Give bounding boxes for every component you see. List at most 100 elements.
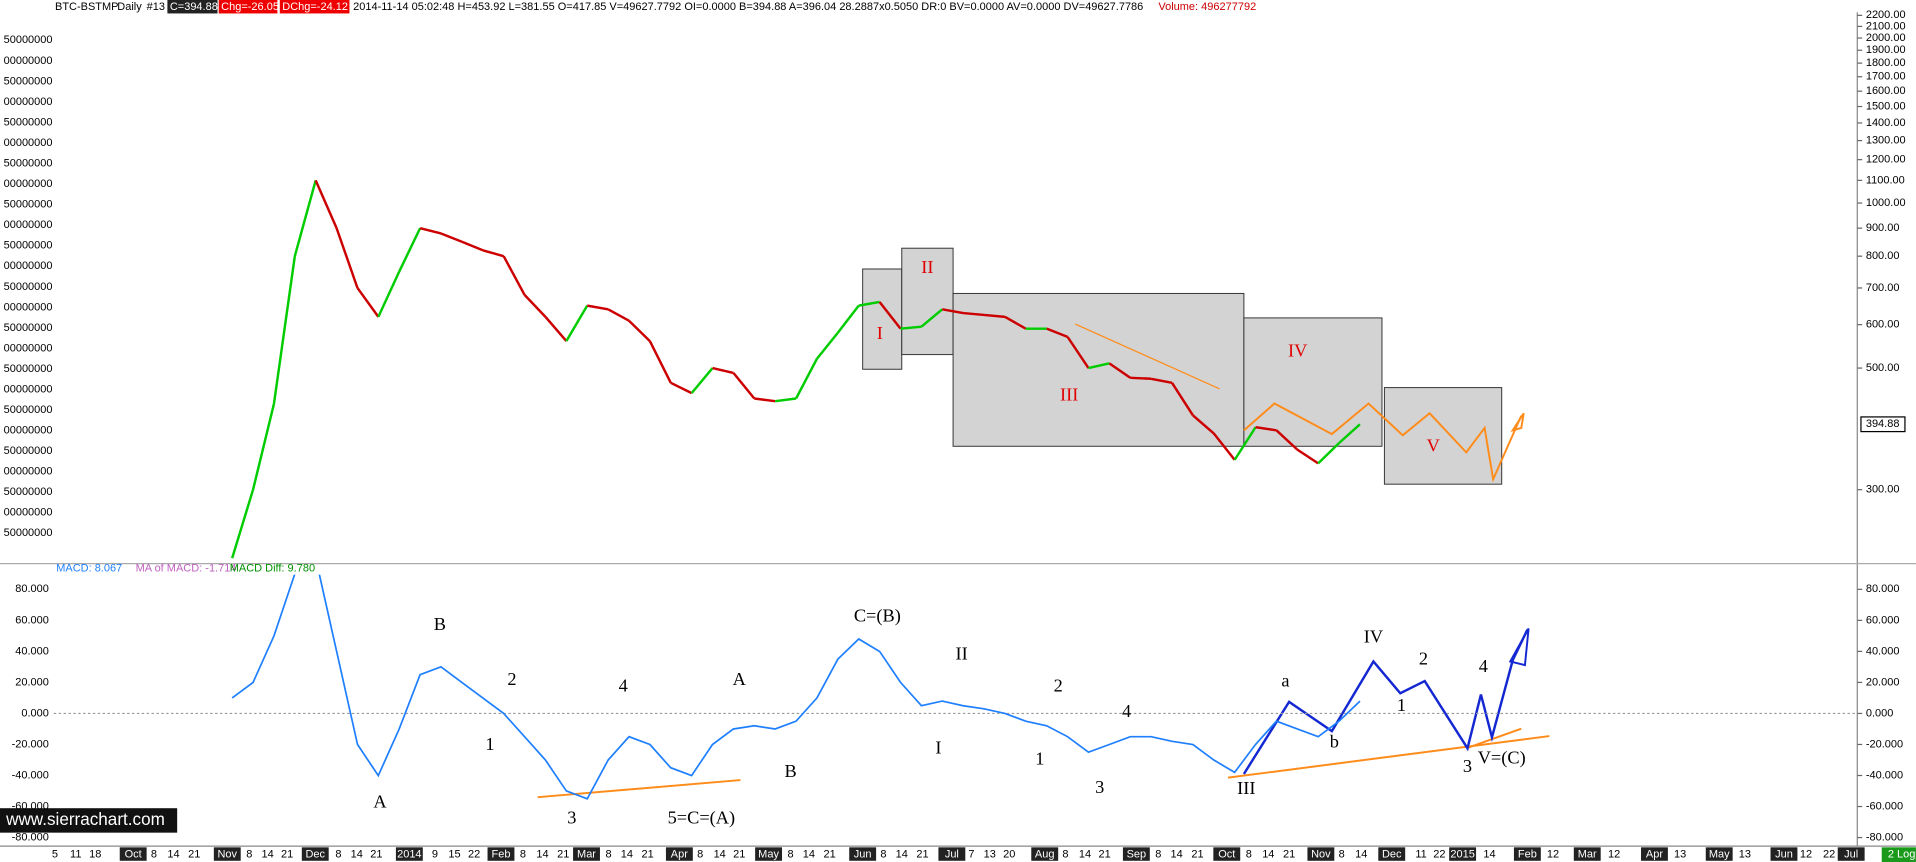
close: C=394.88 [170,1,218,13]
price-segment [1338,423,1361,444]
price-series [230,179,1361,559]
y-tick-label-left: 60.000 [15,614,49,626]
trend-line [1227,735,1550,779]
wave-label: 2 [507,669,516,689]
x-tick-label: Aug [1035,849,1055,861]
x-tick-label: 13 [1674,849,1686,861]
price-segment [1130,376,1152,381]
y-tick-label: 20.000 [1866,676,1900,688]
price-segment [628,319,651,342]
y-tick-label: -60.000 [1866,800,1903,812]
daily-change: DChg=-24.12 [282,1,348,13]
price-segment [565,304,589,342]
wave-box [1243,317,1383,447]
price-segment [1233,426,1257,461]
x-tick-label: 8 [880,849,886,861]
x-tick-label: 2014 [397,849,421,861]
wave-box [952,292,1245,447]
y-tick-label: 2200.00 [1866,9,1906,21]
x-label-box [1705,847,1733,861]
wave-label: 1 [485,734,494,754]
y-tick-label: 60.000 [1866,614,1900,626]
x-tick-label: 14 [1171,849,1183,861]
x-tick-label: 14 [896,849,908,861]
x-label-box [213,847,241,861]
x-tick-label: 8 [151,849,157,861]
volume-tick-label: 50000000 [4,158,53,170]
x-tick-label: Oct [125,849,142,861]
price-segment [230,489,255,559]
x-label-box [1513,847,1541,861]
x-label-box [1122,847,1150,861]
price-segment [251,403,276,490]
x-tick-label: 12 [1800,849,1812,861]
x-tick-label: 14 [167,849,179,861]
wave-label: 3 [1095,777,1104,797]
price-segment [858,300,880,307]
price-segment [690,367,714,394]
volume-tick-label: 00000000 [4,507,53,519]
y-tick-label: 600.00 [1866,319,1900,331]
x-tick-label: Sep [1127,849,1147,861]
y-tick-label: 2000.00 [1866,32,1906,44]
x-tick-label: 22 [1823,849,1835,861]
x-tick-label: 14 [803,849,815,861]
wave-box [1383,387,1503,485]
x-tick-label: Feb [491,849,510,861]
price-segment [419,226,442,235]
x-tick-label: 21 [557,849,569,861]
x-tick-label: 13 [1739,849,1751,861]
price-segment [920,308,944,328]
x-tick-label: Jun [1775,849,1793,861]
x-tick-label: 12 [1547,849,1559,861]
x-label-box [119,847,147,861]
price-segment [878,301,902,330]
x-label-box [1307,847,1335,861]
y-tick-label: -40.000 [1866,769,1903,781]
wave-label: 1 [1397,695,1406,715]
y-tick-label: 1700.00 [1866,71,1906,83]
price-segment [1192,414,1215,435]
x-label-box [1213,847,1241,861]
price-segment [775,397,797,403]
x-tick-label: 5 [52,849,58,861]
x-label-box [1770,847,1798,861]
wave-label: 3 [567,807,576,827]
price-segment [648,340,672,384]
price-segment [1066,336,1090,369]
chg-box [218,0,278,14]
wave-label: I [877,323,883,343]
details: 2014-11-14 05:02:48 H=453.92 L=381.55 O=… [353,1,1143,13]
chart-id: #13 [147,1,165,13]
wave-box [862,268,903,370]
x-tick-label: 14 [351,849,363,861]
price-segment [1004,315,1027,330]
volume-tick-label: 50000000 [4,281,53,293]
wave-label: 5=C=(A) [668,807,735,828]
volume-tick-label: 00000000 [4,466,53,478]
scale-box [1881,847,1916,862]
x-label-box [755,847,783,861]
x-tick-label: 14 [536,849,548,861]
x-tick-label: 21 [1098,849,1110,861]
price-segment [1046,327,1069,339]
y-tick-label-left: -40.000 [12,769,49,781]
volume-tick-label: 50000000 [4,199,53,211]
x-tick-label: 21 [1283,849,1295,861]
x-label-box [665,847,693,861]
volume-tick-label: 50000000 [4,116,53,128]
x-label-box [849,847,877,861]
price-segment [377,271,401,318]
x-tick-label: 11 [70,849,81,861]
y-tick-label: -20.000 [1866,738,1903,750]
price-segment [356,287,380,318]
legend-macd: MACD: 8.067 [56,562,122,574]
projection-line [1242,629,1529,775]
price-segment [502,255,526,296]
y-tick-label: 1000.00 [1866,197,1906,209]
wave-label: 4 [1479,656,1488,676]
price-segment [544,316,568,342]
wave-box [901,247,954,356]
volume-tick-label: 50000000 [4,445,53,457]
x-label-box [938,847,966,861]
